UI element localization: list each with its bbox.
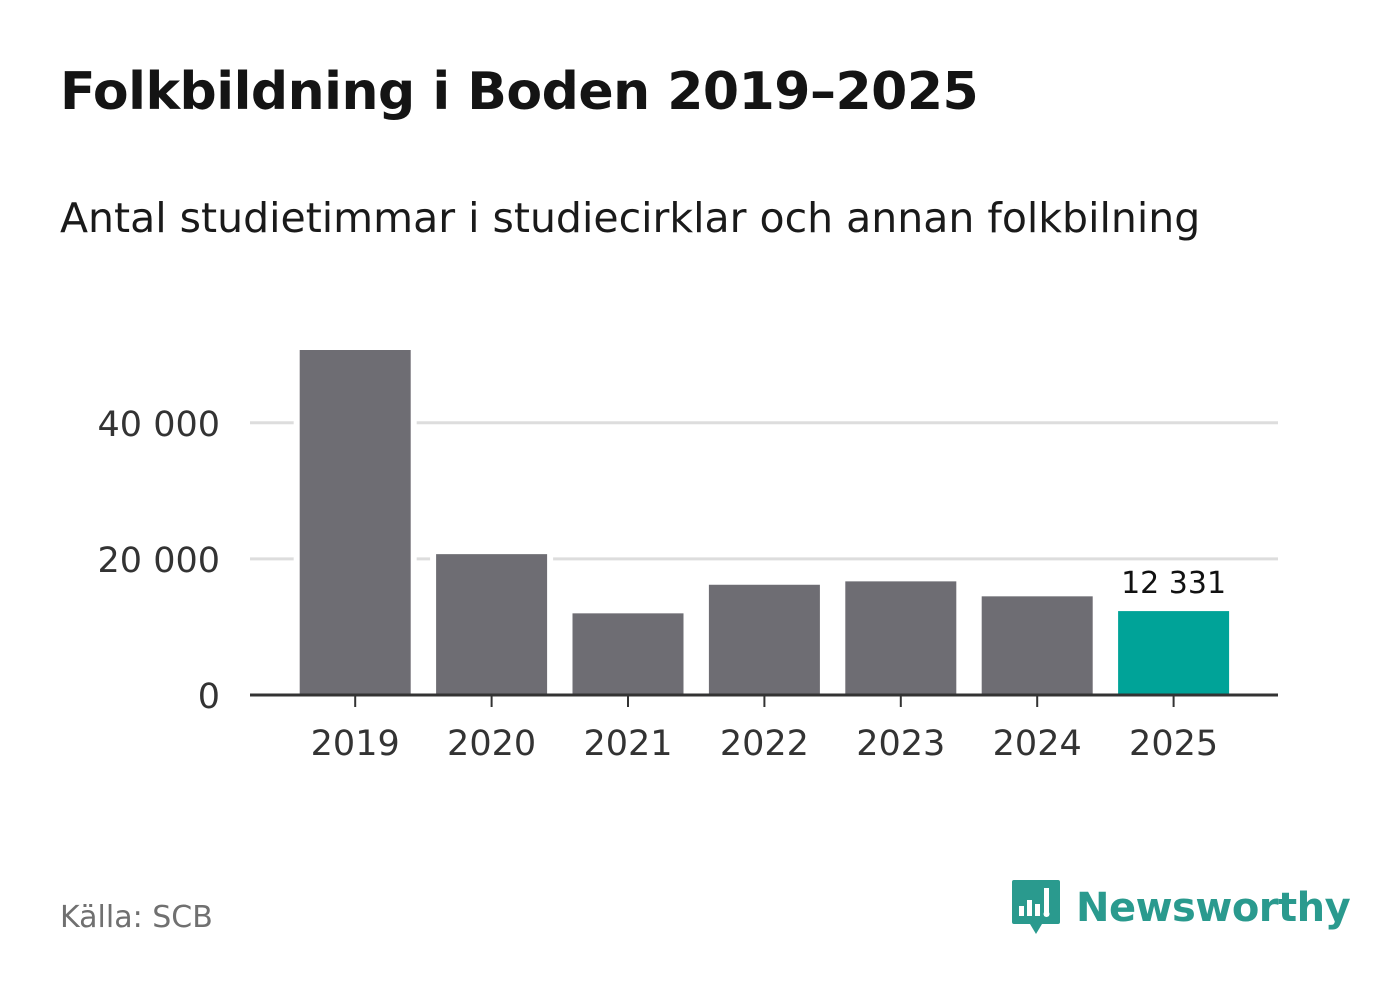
x-tick-label: 2024 <box>993 724 1082 764</box>
bar-2023 <box>845 581 957 695</box>
bar-2021 <box>572 613 684 695</box>
x-tick-label: 2021 <box>583 724 672 764</box>
bar-2019 <box>299 350 411 695</box>
y-tick-label: 20 000 <box>98 541 220 581</box>
bars <box>293 350 1236 695</box>
x-tick-label: 2023 <box>856 724 945 764</box>
newsworthy-logo-icon <box>1012 880 1060 934</box>
chart-title: Folkbildning i Boden 2019–2025 <box>60 62 979 122</box>
axes <box>250 693 1278 707</box>
bar-2022 <box>708 584 820 695</box>
labels: 0 20 000 40 000 2019 2020 2021 2022 2023 2024 202… <box>98 405 1227 764</box>
x-tick-label: 2025 <box>1129 724 1218 764</box>
brand-name: Newsworthy <box>1076 885 1351 931</box>
x-tick-label: 2020 <box>447 724 536 764</box>
y-tick-label: 40 000 <box>98 405 220 445</box>
x-tick-label: 2019 <box>311 724 400 764</box>
chart-subtitle: Antal studietimmar i studiecirklar och a… <box>60 194 1201 242</box>
bar-2025 <box>1118 611 1230 695</box>
data-label-2025: 12 331 <box>1121 566 1226 601</box>
bar-2024 <box>981 596 1093 695</box>
bar-2020 <box>436 554 548 695</box>
x-tick-label: 2022 <box>720 724 809 764</box>
newsworthy-logo: Newsworthy <box>1010 878 1351 938</box>
y-tick-label: 0 <box>198 677 220 717</box>
gridlines <box>250 421 1278 561</box>
source-note: Källa: SCB <box>60 900 213 935</box>
